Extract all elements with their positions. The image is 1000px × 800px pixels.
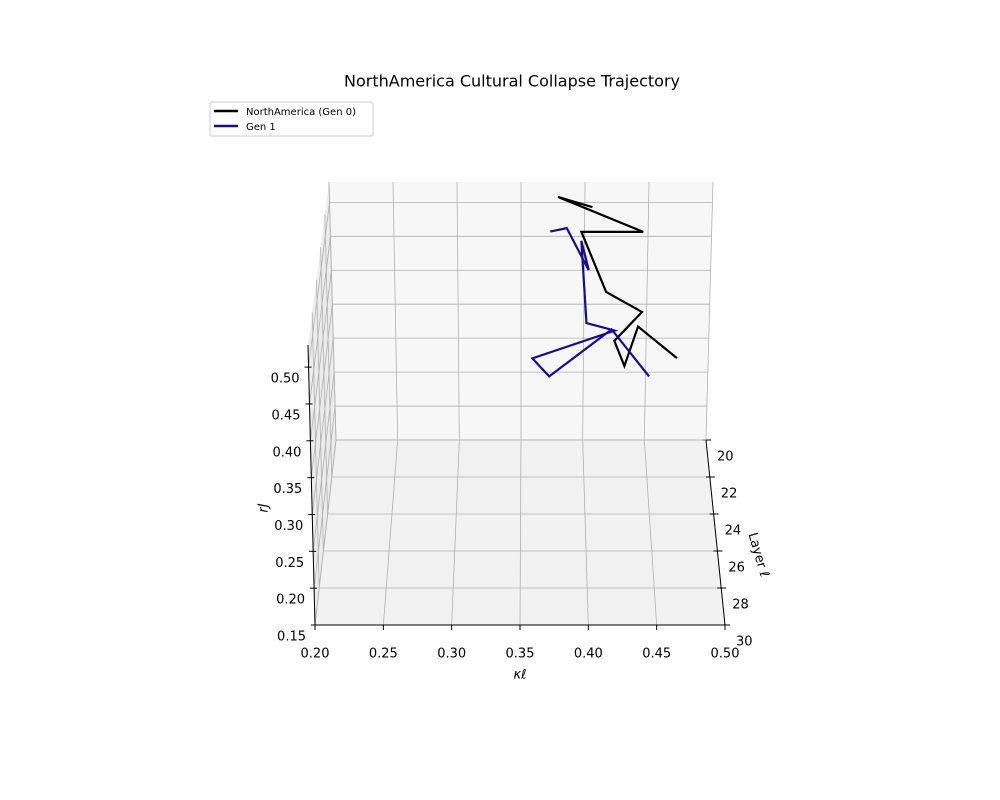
x-tick-label: 0.25 <box>369 647 398 662</box>
grid-line <box>643 181 650 441</box>
y-tick-label: 24 <box>725 524 742 539</box>
grid-line <box>313 406 336 589</box>
series-line <box>530 226 650 378</box>
x-tick-label: 0.30 <box>437 647 466 662</box>
y-tick-label: 22 <box>721 487 738 502</box>
grid-line <box>328 181 337 441</box>
legend-label: NorthAmerica (Gen 0) <box>246 107 356 118</box>
series-line <box>557 195 678 370</box>
grid-line <box>309 236 331 404</box>
z-axis <box>307 344 316 626</box>
grid-line <box>451 439 460 626</box>
z-tick-label: 0.15 <box>277 630 306 645</box>
grid-line <box>308 202 330 368</box>
y-tick-label: 30 <box>736 635 753 650</box>
x-tick-label: 0.40 <box>574 647 603 662</box>
x-tick-label: 0.50 <box>711 647 740 662</box>
legend-label: Gen 1 <box>246 122 276 133</box>
grid-line <box>456 181 460 441</box>
z-tick-label: 0.35 <box>273 482 302 497</box>
grid-line <box>311 338 334 515</box>
y-tick-label: 20 <box>717 450 734 465</box>
z-tick-label: 0.25 <box>275 556 304 571</box>
x-tick-label: 0.20 <box>301 647 330 662</box>
x-tick-label: 0.45 <box>642 647 671 662</box>
grid-line <box>312 372 335 552</box>
grid-line <box>314 439 337 626</box>
grid-line <box>310 304 333 478</box>
z-tick-label: 0.30 <box>274 519 303 534</box>
grid-line <box>582 181 586 441</box>
legend-box <box>209 101 374 137</box>
grid-line <box>311 312 320 589</box>
x-axis-label: κℓ <box>513 668 526 683</box>
z-tick-label: 0.50 <box>271 372 300 387</box>
grid-line <box>316 279 324 552</box>
y-tick-label: 28 <box>732 598 749 613</box>
y-tick-label: 26 <box>728 561 745 576</box>
grid-line <box>382 439 399 626</box>
grid-line <box>392 181 399 441</box>
grid-line <box>309 270 332 441</box>
grid-line <box>705 181 714 441</box>
z-axis-label: rJ <box>257 503 272 512</box>
grid-line <box>643 439 658 626</box>
chart-title: NorthAmerica Cultural Collapse Trajector… <box>344 72 680 91</box>
y-axis-label: Layer ℓ <box>744 531 771 579</box>
y-axis <box>705 439 726 626</box>
x-tick-label: 0.35 <box>506 647 535 662</box>
z-tick-label: 0.20 <box>276 593 305 608</box>
z-tick-label: 0.40 <box>272 445 301 460</box>
grid-line <box>582 439 589 626</box>
grid-line <box>320 247 328 515</box>
pane <box>315 440 725 625</box>
grid-line <box>324 214 333 478</box>
grid-line <box>519 439 522 626</box>
z-tick-label: 0.45 <box>272 408 301 423</box>
